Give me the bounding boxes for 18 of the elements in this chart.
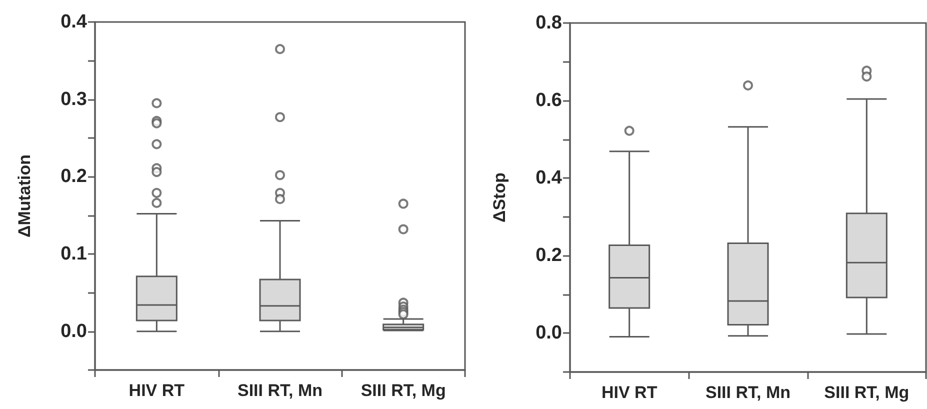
- x-tick-label: SIII RT, Mg: [824, 383, 910, 402]
- y-tick-label: 0.0: [536, 322, 562, 344]
- x-tick-label: HIV RT: [601, 383, 658, 402]
- y-tick-label: 0.4: [536, 168, 562, 189]
- y-tick-label: 0.8: [536, 12, 562, 34]
- y-tick-label: 0.2: [60, 166, 87, 188]
- x-tick-label: SIII RT, Mg: [360, 381, 446, 400]
- y-tick-label: 0.6: [536, 90, 562, 112]
- y-tick-label: 0.4: [60, 12, 88, 32]
- y-tick-label: 0.2: [536, 245, 562, 266]
- y-tick-label: 0.0: [60, 320, 87, 342]
- y-tick-label: 0.3: [60, 88, 87, 110]
- y-axis-title: ΔStop: [490, 172, 509, 222]
- x-tick-label: SIII RT, Mn: [706, 383, 790, 402]
- y-axis-title: ΔMutation: [15, 154, 34, 238]
- x-tick-label: SIII RT, Mn: [238, 381, 322, 400]
- x-tick-label: HIV RT: [128, 381, 186, 400]
- y-tick-label: 0.1: [60, 244, 88, 264]
